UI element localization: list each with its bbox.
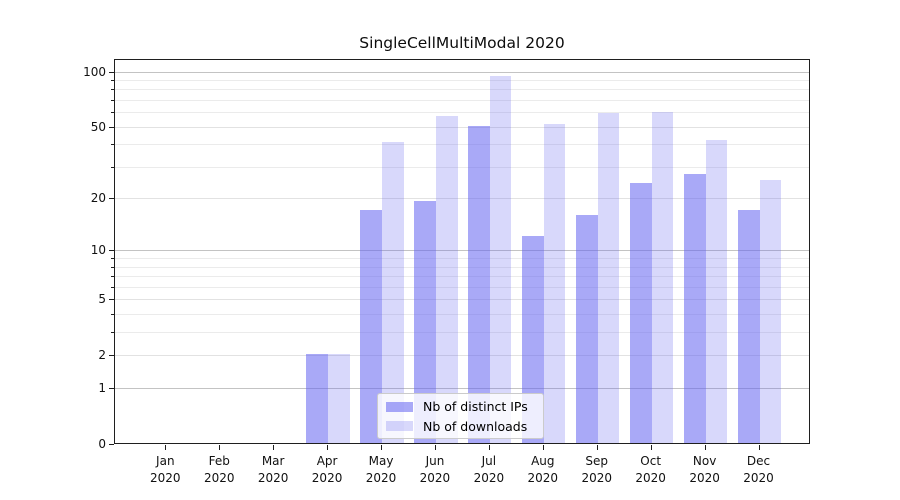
legend-label-distinct-ips: Nb of distinct IPs [423, 399, 528, 415]
y-minortick-7 [111, 276, 114, 278]
gridline-minor [115, 314, 809, 316]
bar--downloads-jun-2020 [435, 115, 458, 443]
x-tick-label-may-2020: May 2020 [365, 454, 397, 485]
bar--downloads-may-2020 [382, 141, 404, 443]
bar--distinct-ips-jun-2020 [414, 201, 436, 443]
y-minortick-4 [111, 314, 114, 316]
x-tick-label-dec-2020: Dec 2020 [743, 454, 774, 485]
y-tick-label-20: 20 [90, 191, 106, 206]
gridline-minor [115, 112, 809, 114]
y-minortick-3 [111, 332, 114, 334]
bar--downloads-sep-2020 [597, 112, 620, 443]
legend-swatch-downloads [386, 421, 413, 432]
gridline-minor [115, 144, 809, 146]
bar--downloads-aug-2020 [543, 124, 566, 443]
bar--downloads-jul-2020 [489, 75, 512, 443]
x-tick-dec-2020 [758, 444, 760, 450]
x-tick-label-oct-2020: Oct 2020 [635, 454, 666, 485]
y-tick-5 [109, 299, 114, 301]
bar--distinct-ips-dec-2020 [737, 209, 760, 443]
x-tick-label-feb-2020: Feb 2020 [203, 454, 235, 485]
gridline-50 [115, 126, 809, 128]
y-minortick-8 [111, 266, 114, 268]
x-tick-label-jan-2020: Jan 2020 [150, 454, 181, 485]
y-minortick-9 [111, 258, 114, 260]
x-tick-label-apr-2020: Apr 2020 [311, 454, 343, 485]
y-tick-10 [109, 250, 114, 252]
y-minortick-80 [111, 89, 114, 91]
gridline-minor [115, 332, 809, 334]
gridline-minor [115, 89, 809, 91]
gridline-minor [115, 286, 809, 288]
y-minortick-90 [111, 80, 114, 82]
y-minortick-70 [111, 100, 114, 102]
gridline-1 [115, 387, 809, 389]
x-tick-jul-2020 [488, 444, 490, 450]
y-tick-100 [109, 71, 114, 73]
x-tick-apr-2020 [327, 444, 329, 450]
x-tick-label-jun-2020: Jun 2020 [419, 454, 451, 485]
bar--downloads-nov-2020 [705, 139, 728, 443]
legend-swatch-distinct-ips [386, 401, 413, 412]
bar--downloads-apr-2020 [328, 354, 350, 443]
bar--distinct-ips-jul-2020 [468, 126, 490, 443]
gridline-20 [115, 198, 809, 200]
y-minortick-30 [111, 166, 114, 168]
gridline-minor [115, 258, 809, 260]
x-tick-sep-2020 [596, 444, 598, 450]
y-tick-label-5: 5 [98, 292, 106, 307]
bar--downloads-oct-2020 [651, 111, 674, 443]
bar--distinct-ips-may-2020 [360, 209, 382, 443]
gridline-5 [115, 299, 809, 301]
x-tick-nov-2020 [704, 444, 706, 450]
y-tick-50 [109, 126, 114, 128]
gridline-minor [115, 266, 809, 268]
x-tick-jan-2020 [165, 444, 167, 450]
y-tick-2 [109, 355, 114, 357]
bar--distinct-ips-apr-2020 [306, 354, 329, 443]
x-tick-label-nov-2020: Nov 2020 [689, 454, 720, 485]
x-tick-label-aug-2020: Aug 2020 [527, 454, 559, 485]
x-tick-feb-2020 [219, 444, 221, 450]
legend-label-downloads: Nb of downloads [423, 418, 528, 434]
x-tick-label-jul-2020: Jul 2020 [473, 454, 505, 485]
y-minortick-40 [111, 144, 114, 146]
gridline-10 [115, 250, 809, 252]
gridline-minor [115, 100, 809, 102]
gridline-minor [115, 276, 809, 278]
x-tick-oct-2020 [650, 444, 652, 450]
y-tick-label-0: 0 [98, 436, 106, 451]
y-tick-label-50: 50 [90, 119, 106, 134]
gridline-minor [115, 80, 809, 82]
bar--distinct-ips-aug-2020 [522, 236, 544, 443]
bar--distinct-ips-oct-2020 [630, 183, 652, 443]
bar--distinct-ips-nov-2020 [684, 174, 706, 443]
chart-title: SingleCellMultiModal 2020 [359, 34, 565, 52]
gridline-100 [115, 71, 809, 73]
gridline-2 [115, 355, 809, 357]
gridline-minor [115, 166, 809, 168]
y-tick-label-10: 10 [90, 243, 106, 258]
y-tick-label-2: 2 [98, 348, 106, 363]
x-tick-label-sep-2020: Sep 2020 [581, 454, 612, 485]
x-tick-may-2020 [381, 444, 383, 450]
legend-item-distinct-ips: Nb of distinct IPs [386, 397, 535, 417]
legend-item-downloads: Nb of downloads [386, 417, 535, 437]
plot-area [114, 59, 810, 444]
y-tick-label-1: 1 [98, 380, 106, 395]
x-tick-label-mar-2020: Mar 2020 [257, 454, 289, 485]
y-tick-label-100: 100 [83, 64, 106, 79]
y-minortick-60 [111, 112, 114, 114]
bar--downloads-dec-2020 [759, 180, 782, 443]
x-tick-mar-2020 [273, 444, 275, 450]
y-minortick-6 [111, 286, 114, 288]
x-tick-aug-2020 [542, 444, 544, 450]
legend: Nb of distinct IPs Nb of downloads [377, 393, 544, 439]
x-tick-jun-2020 [434, 444, 436, 450]
bar--distinct-ips-sep-2020 [576, 214, 598, 443]
y-tick-1 [109, 387, 114, 389]
y-tick-0 [109, 443, 114, 445]
y-tick-20 [109, 198, 114, 200]
